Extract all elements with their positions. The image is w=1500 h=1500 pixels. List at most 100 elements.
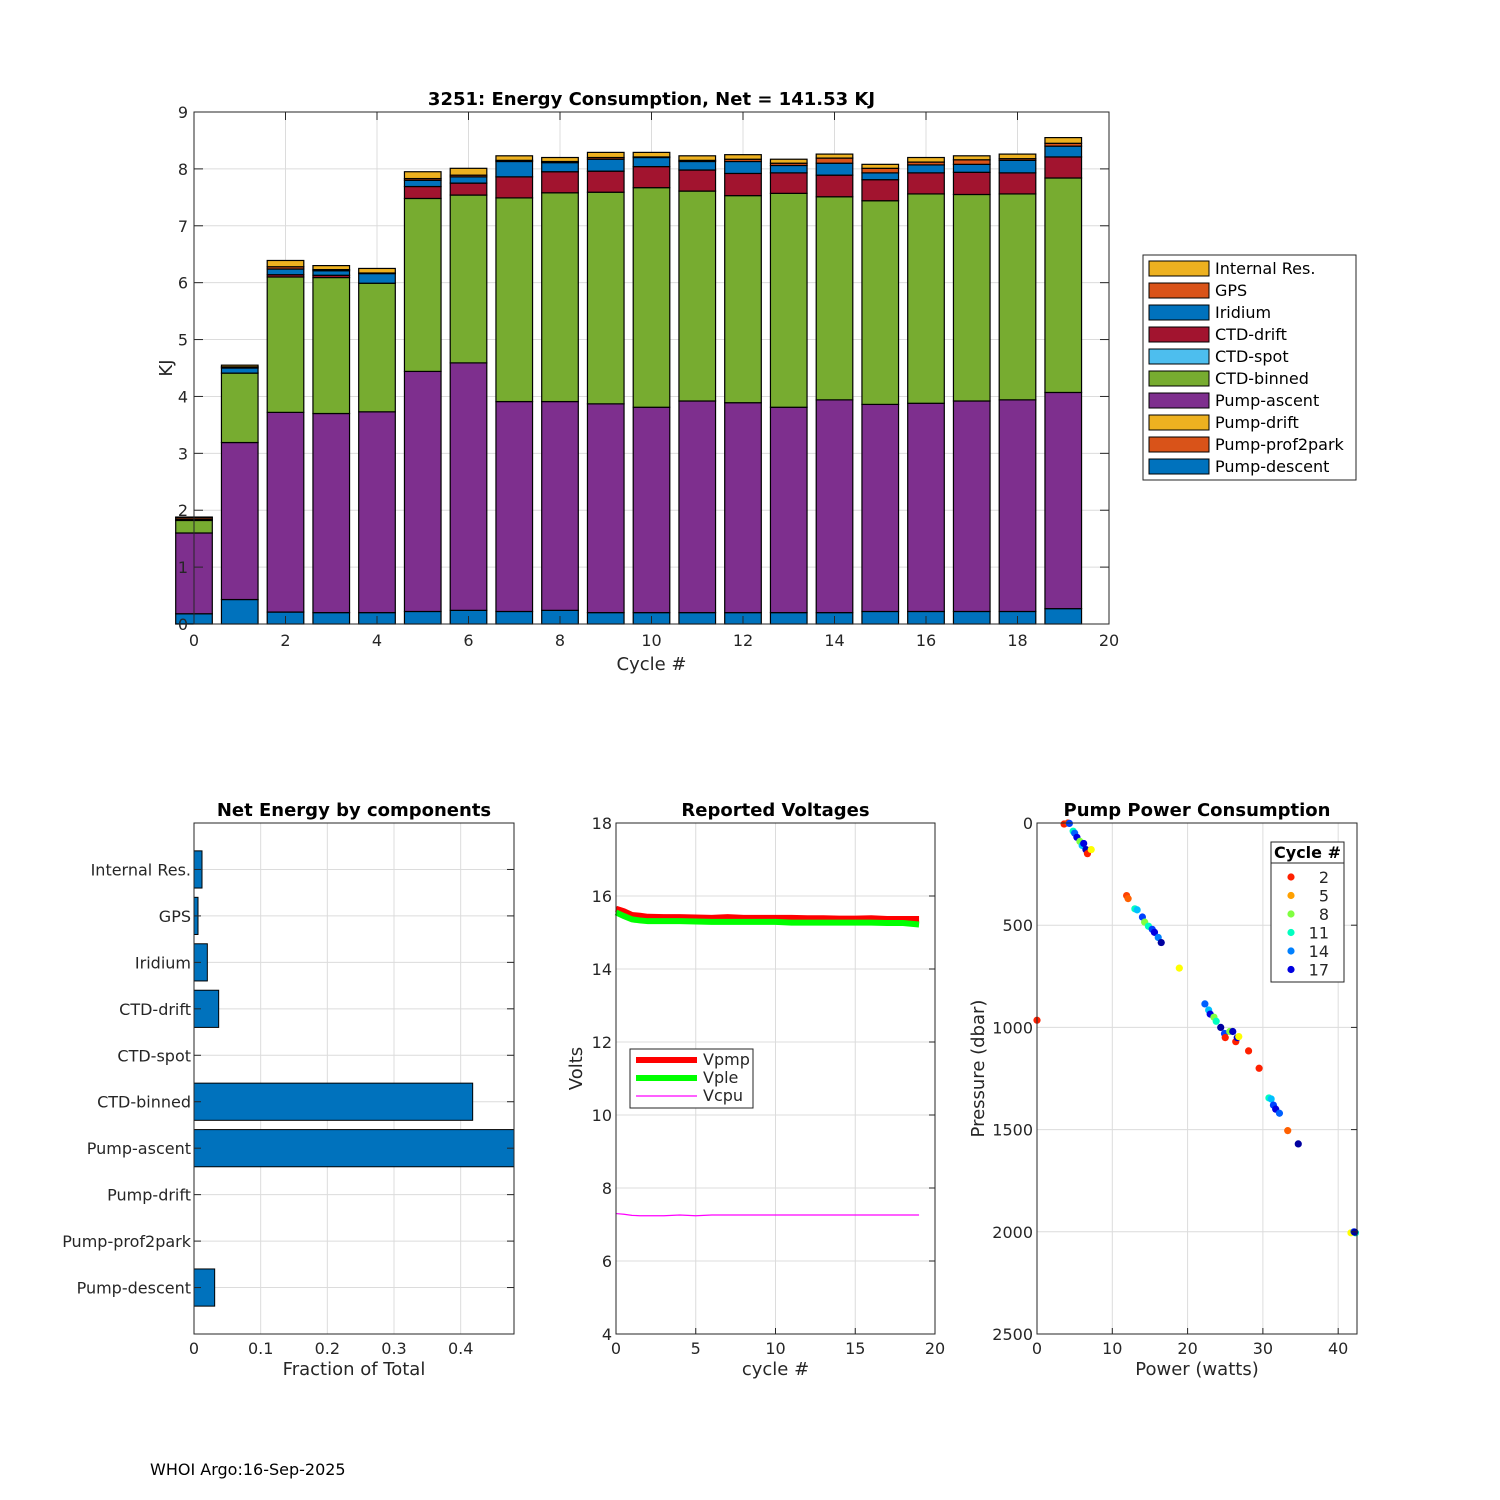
energy-bar-segment	[724, 172, 762, 197]
energy-ytick-label: 4	[178, 387, 188, 406]
energy-bar-segment	[220, 441, 259, 601]
footer-stamp: WHOI Argo:16-Sep-2025	[150, 1460, 346, 1479]
energy-bar-segment	[815, 196, 854, 401]
pump-legend-label: 17	[1309, 961, 1329, 980]
energy-legend-swatch	[1148, 458, 1210, 475]
energy-xlabel: Cycle #	[617, 654, 687, 675]
energy-xtick-label: 16	[916, 631, 936, 650]
energy-bar-segment	[449, 167, 488, 176]
energy-bar-segment	[815, 157, 854, 164]
energy-ytick-label: 1	[178, 558, 188, 577]
energy-bar-segment	[907, 156, 945, 163]
energy-ylabel: KJ	[156, 359, 177, 376]
pump-point	[1267, 1095, 1275, 1103]
pump-ytick-label: 1000	[992, 1018, 1033, 1037]
voltages-legend-label: Vcpu	[703, 1086, 743, 1105]
energy-legend-label: Pump-ascent	[1215, 391, 1319, 410]
pump-legend-label: 2	[1319, 868, 1329, 887]
energy-ytick-label: 7	[178, 217, 188, 236]
voltages-xtick-label: 0	[611, 1339, 621, 1358]
components-category-label: GPS	[159, 907, 191, 926]
energy-legend-label: Iridium	[1215, 303, 1271, 322]
energy-bar-segment	[678, 169, 717, 192]
energy-bar-segment	[907, 164, 945, 174]
energy-bar-segment	[220, 372, 259, 444]
energy-bar-segment	[586, 403, 625, 614]
pump-ytick-label: 2500	[992, 1325, 1033, 1344]
voltages-ytick-label: 16	[592, 887, 612, 906]
pump-xlabel: Power (watts)	[1135, 1359, 1258, 1380]
energy-ytick-label: 0	[178, 615, 188, 634]
energy-bar-segment	[952, 171, 991, 196]
energy-bar-segment	[312, 412, 351, 614]
pump-xtick-label: 0	[1032, 1339, 1042, 1358]
energy-bar-segment	[358, 411, 396, 614]
components-frame	[193, 822, 515, 1335]
energy-bar-segment	[541, 192, 579, 403]
energy-bar-segment	[495, 400, 534, 613]
energy-bar-segment	[907, 193, 945, 404]
energy-legend-swatch	[1148, 282, 1210, 299]
voltages-xtick-label: 15	[845, 1339, 865, 1358]
energy-bar-segment	[952, 159, 991, 165]
energy-bar-segment	[312, 265, 351, 271]
energy-bar-segment	[586, 170, 625, 193]
components-category-label: Internal Res.	[91, 860, 191, 879]
pump-point	[1235, 1032, 1243, 1041]
pump-point	[1201, 1000, 1209, 1008]
energy-bar-segment	[769, 612, 808, 625]
energy-bar-segment	[1044, 137, 1083, 144]
pump-point	[1212, 1017, 1220, 1025]
pump-legend-title: Cycle #	[1274, 843, 1341, 862]
pump-frame	[1036, 822, 1358, 1335]
pump-point	[1244, 1047, 1253, 1055]
energy-bar-segment	[1044, 177, 1083, 394]
components-xtick-label: 0.1	[248, 1339, 273, 1358]
energy-bar-segment	[998, 153, 1037, 160]
energy-bar-segment	[403, 197, 442, 373]
components-category-label: CTD-binned	[97, 1093, 191, 1112]
energy-bar-segment	[952, 155, 991, 161]
energy-bar-segment	[220, 364, 259, 368]
voltages-ytick-label: 8	[602, 1179, 612, 1198]
energy-bar-segment	[312, 276, 351, 415]
energy-bar-segment	[1044, 391, 1083, 610]
energy-title: 3251: Energy Consumption, Net = 141.53 K…	[428, 89, 875, 110]
energy-legend-swatch	[1148, 392, 1210, 409]
pump-point	[1175, 964, 1183, 972]
pump-point	[1294, 1140, 1302, 1148]
energy-xtick-label: 20	[1099, 631, 1119, 650]
voltages-line-vcpu	[615, 1212, 920, 1217]
energy-xtick-label: 18	[1007, 631, 1027, 650]
energy-ytick-label: 5	[178, 331, 188, 350]
energy-bar-segment	[541, 156, 579, 163]
pump-xtick-label: 30	[1253, 1339, 1273, 1358]
components-xtick-label: 0.4	[448, 1339, 473, 1358]
pump-ytick-label: 500	[1002, 916, 1033, 935]
energy-bar-segment	[815, 153, 854, 159]
components-category-label: Pump-drift	[107, 1186, 191, 1205]
pump-ylabel: Pressure (dbar)	[968, 1000, 989, 1138]
components-xtick-label: 0.3	[381, 1339, 406, 1358]
components-category-label: CTD-drift	[119, 1000, 191, 1019]
pump-point	[1133, 906, 1141, 914]
pump-legend-marker	[1287, 891, 1295, 900]
energy-bar-segment	[952, 610, 991, 625]
voltages-ytick-label: 6	[602, 1252, 612, 1271]
pump-point	[1221, 1034, 1229, 1042]
components-xlabel: Fraction of Total	[283, 1359, 426, 1380]
energy-legend-swatch	[1148, 436, 1210, 453]
pump-ytick-label: 1500	[992, 1121, 1033, 1140]
energy-bar-segment	[724, 154, 762, 160]
energy-bar-segment	[586, 191, 625, 405]
energy-bar-segment	[220, 367, 259, 374]
components-category-label: Pump-prof2park	[62, 1232, 192, 1251]
energy-xtick-label: 6	[463, 631, 473, 650]
energy-ytick-label: 8	[178, 160, 188, 179]
energy-bar-segment	[952, 163, 991, 173]
voltages-xtick-label: 20	[925, 1339, 945, 1358]
energy-bar-segment	[998, 193, 1037, 401]
